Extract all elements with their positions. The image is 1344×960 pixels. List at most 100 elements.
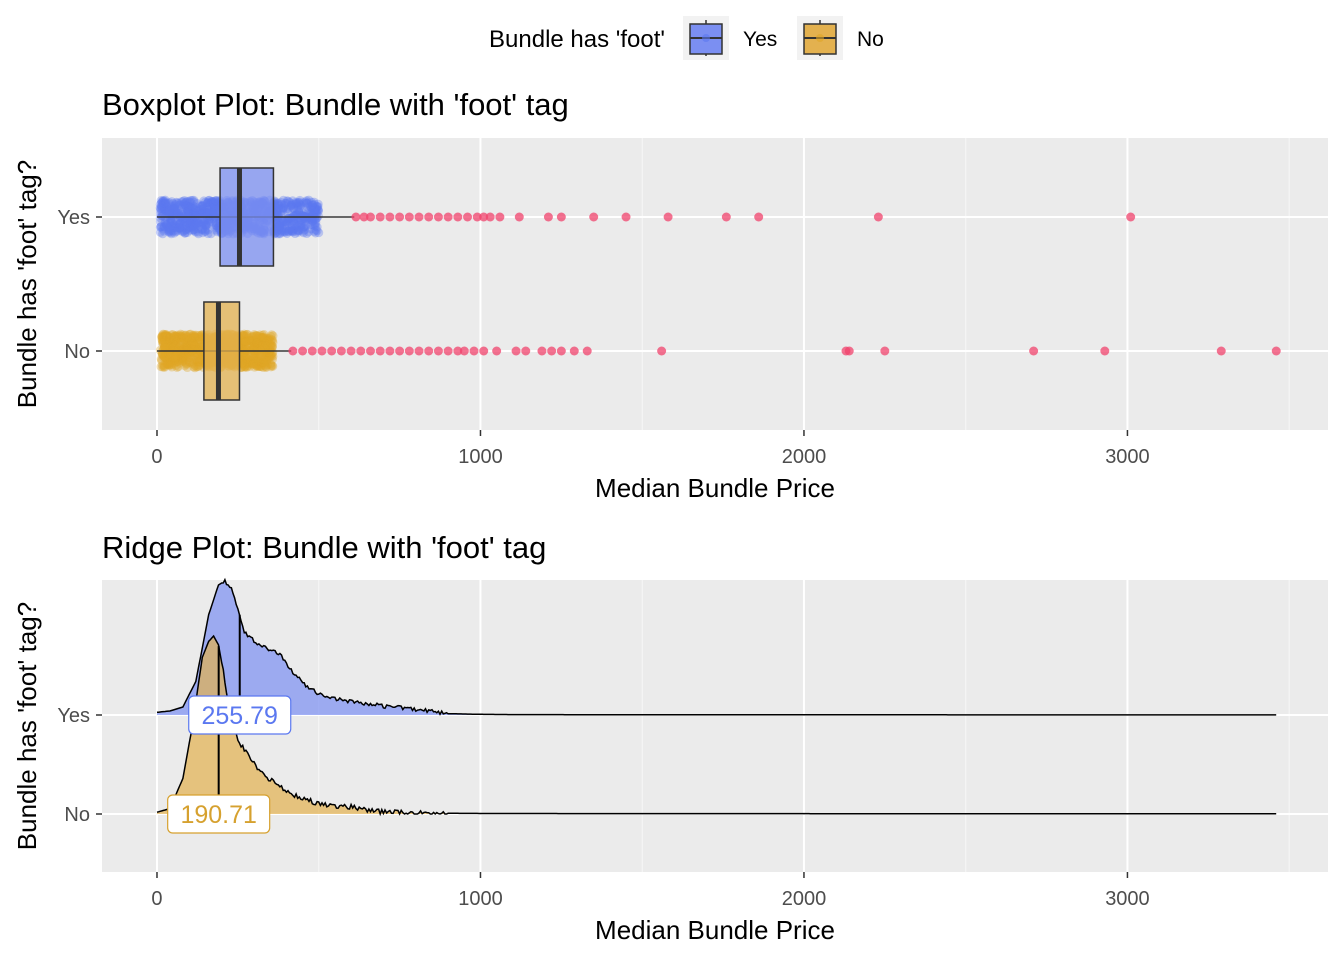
outlier-point-no bbox=[453, 346, 463, 356]
jitter-point-yes bbox=[277, 213, 287, 223]
jitter-point-no bbox=[239, 329, 249, 339]
jitter-point-no bbox=[160, 342, 170, 352]
jitter-point-yes bbox=[278, 203, 288, 213]
jitter-point-no bbox=[242, 353, 252, 363]
jitter-point-yes bbox=[189, 207, 199, 217]
box-no bbox=[203, 301, 241, 401]
jitter-point-no bbox=[171, 352, 181, 362]
jitter-point-yes bbox=[195, 209, 205, 219]
jitter-point-yes bbox=[162, 206, 172, 216]
jitter-point-yes bbox=[308, 200, 318, 210]
outlier-point-yes bbox=[359, 212, 369, 222]
jitter-point-yes bbox=[201, 219, 211, 229]
jitter-point-no bbox=[244, 357, 254, 367]
jitter-point-yes bbox=[288, 216, 298, 226]
jitter-point-yes bbox=[273, 199, 283, 209]
jitter-point-yes bbox=[180, 206, 190, 216]
jitter-point-yes bbox=[191, 202, 201, 212]
jitter-point-no bbox=[178, 357, 188, 367]
jitter-point-no bbox=[175, 342, 185, 352]
jitter-point-no bbox=[247, 359, 257, 369]
jitter-point-yes bbox=[157, 202, 167, 212]
jitter-point-no bbox=[177, 333, 187, 343]
jitter-point-yes bbox=[173, 219, 183, 229]
jitter-point-yes bbox=[184, 217, 194, 227]
jitter-point-no bbox=[172, 351, 182, 361]
jitter-point-no bbox=[174, 358, 184, 368]
jitter-point-yes bbox=[182, 217, 192, 227]
jitter-point-no bbox=[179, 343, 189, 353]
jitter-point-no bbox=[159, 352, 169, 362]
jitter-point-no bbox=[263, 343, 273, 353]
jitter-point-yes bbox=[206, 203, 216, 213]
outlier-point-yes bbox=[433, 212, 443, 222]
jitter-point-no bbox=[251, 347, 261, 357]
jitter-point-yes bbox=[301, 197, 311, 207]
jitter-point-no bbox=[261, 356, 271, 366]
jitter-point-yes bbox=[294, 225, 304, 235]
jitter-point-no bbox=[165, 342, 175, 352]
jitter-point-yes bbox=[309, 197, 319, 207]
jitter-point-yes bbox=[296, 200, 306, 210]
jitter-point-no bbox=[256, 358, 266, 368]
jitter-point-yes bbox=[180, 228, 190, 238]
jitter-point-no bbox=[183, 347, 193, 357]
jitter-point-no bbox=[158, 362, 168, 372]
jitter-point-yes bbox=[179, 220, 189, 230]
jitter-point-no bbox=[168, 339, 178, 349]
jitter-point-yes bbox=[193, 216, 203, 226]
jitter-point-yes bbox=[189, 195, 199, 205]
jitter-point-yes bbox=[182, 196, 192, 206]
jitter-point-yes bbox=[188, 225, 198, 235]
jitter-point-yes bbox=[192, 218, 202, 228]
jitter-point-no bbox=[158, 349, 168, 359]
jitter-point-no bbox=[254, 350, 264, 360]
jitter-point-no bbox=[185, 329, 195, 339]
jitter-point-no bbox=[186, 347, 196, 357]
jitter-point-yes bbox=[273, 221, 283, 231]
jitter-point-no bbox=[193, 357, 203, 367]
jitter-point-no bbox=[267, 341, 277, 351]
outlier-point-no bbox=[424, 346, 434, 356]
jitter-point-no bbox=[240, 335, 250, 345]
jitter-point-yes bbox=[203, 198, 213, 208]
outlier-point-no bbox=[317, 346, 327, 356]
jitter-point-no bbox=[251, 337, 261, 347]
jitter-point-no bbox=[243, 333, 253, 343]
jitter-point-yes bbox=[286, 226, 296, 236]
jitter-point-yes bbox=[172, 223, 182, 233]
jitter-point-no bbox=[181, 359, 191, 369]
jitter-point-no bbox=[246, 345, 256, 355]
jitter-point-yes bbox=[272, 222, 282, 232]
jitter-point-yes bbox=[166, 229, 176, 239]
jitter-point-no bbox=[161, 331, 171, 341]
jitter-point-no bbox=[170, 331, 180, 341]
jitter-point-yes bbox=[299, 198, 309, 208]
jitter-point-yes bbox=[189, 225, 199, 235]
jitter-point-no bbox=[186, 341, 196, 351]
jitter-point-yes bbox=[171, 207, 181, 217]
jitter-point-no bbox=[241, 359, 251, 369]
jitter-point-yes bbox=[191, 216, 201, 226]
jitter-point-yes bbox=[291, 198, 301, 208]
outlier-point-yes bbox=[754, 212, 764, 222]
jitter-point-yes bbox=[179, 211, 189, 221]
jitter-point-yes bbox=[199, 217, 209, 227]
jitter-point-no bbox=[160, 331, 170, 341]
jitter-point-no bbox=[189, 339, 199, 349]
jitter-point-yes bbox=[177, 227, 187, 237]
x-tick-label: 0 bbox=[151, 888, 162, 910]
jitter-point-yes bbox=[156, 221, 166, 231]
jitter-point-yes bbox=[305, 213, 315, 223]
outlier-point-no bbox=[1216, 346, 1226, 356]
jitter-point-yes bbox=[179, 223, 189, 233]
median-label-yes: 255.79 bbox=[202, 702, 278, 730]
jitter-point-yes bbox=[162, 202, 172, 212]
jitter-point-no bbox=[268, 342, 278, 352]
outlier-point-no bbox=[288, 346, 298, 356]
jitter-point-yes bbox=[158, 196, 168, 206]
jitter-point-yes bbox=[189, 208, 199, 218]
jitter-point-no bbox=[247, 342, 257, 352]
jitter-point-yes bbox=[280, 220, 290, 230]
jitter-point-no bbox=[171, 342, 181, 352]
